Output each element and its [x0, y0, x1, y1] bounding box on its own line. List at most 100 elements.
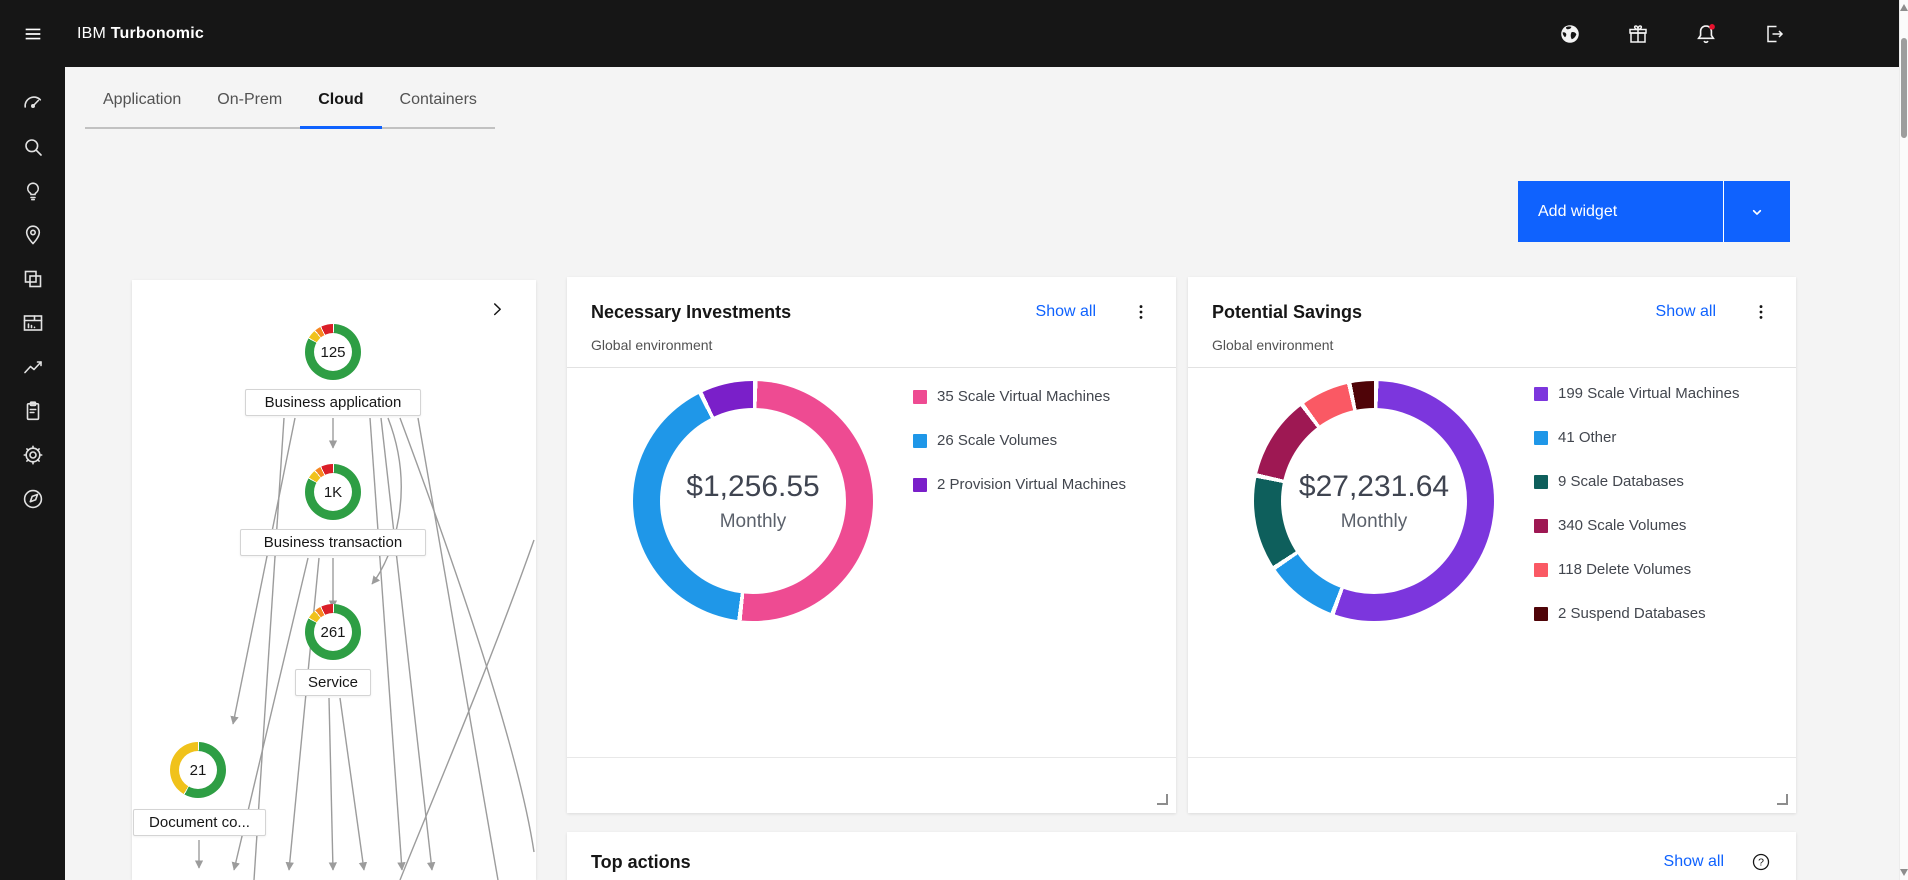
- legend-swatch: [913, 433, 927, 448]
- card-title: Potential Savings: [1212, 301, 1363, 322]
- node-label-document-collection[interactable]: Document co...: [133, 809, 266, 836]
- help-icon[interactable]: ?: [1750, 851, 1772, 873]
- dashboard-tabs: Application On-Prem Cloud Containers: [85, 73, 495, 129]
- menu-icon[interactable]: [0, 0, 65, 67]
- legend-item: 340 Scale Volumes: [1534, 517, 1740, 534]
- legend-item: 199 Scale Virtual Machines: [1534, 385, 1740, 402]
- card-subtitle: Global environment: [591, 337, 713, 353]
- legend-item: 41 Other: [1534, 429, 1740, 446]
- supply-chain-links: [194, 417, 535, 880]
- potential-savings-card: Potential Savings Show all Global enviro…: [1188, 277, 1796, 813]
- clipboard-icon[interactable]: [18, 399, 48, 423]
- node-ring-business-transaction[interactable]: 1K: [305, 464, 361, 520]
- show-all-link[interactable]: Show all: [1035, 303, 1096, 320]
- legend-swatch: [913, 389, 927, 404]
- notification-dot: [1709, 23, 1715, 30]
- divider: [1188, 367, 1796, 368]
- brand-prefix: IBM: [77, 24, 107, 42]
- legend-swatch: [913, 477, 927, 492]
- node-count: 21: [189, 761, 207, 779]
- resize-handle[interactable]: [1157, 794, 1168, 805]
- donut-period: Monthly: [1340, 510, 1408, 532]
- card-header: Necessary Investments Show all Global en…: [567, 277, 1176, 353]
- donut-amount: $27,231.64: [1298, 469, 1450, 503]
- svg-text:?: ?: [1758, 857, 1764, 869]
- donut-amount: $1,256.55: [686, 469, 820, 503]
- top-actions-card: Top actions Show all ?: [567, 832, 1796, 880]
- resize-handle[interactable]: [1777, 794, 1788, 805]
- scrollbar-thumb[interactable]: [1901, 38, 1907, 138]
- legend-swatch: [1534, 386, 1548, 401]
- scroll-up-arrow-icon[interactable]: [1900, 4, 1908, 11]
- legend-swatch: [1534, 430, 1548, 445]
- card-title: Top actions: [591, 851, 691, 872]
- add-widget-chevron-down-icon[interactable]: [1724, 181, 1790, 242]
- compass-icon[interactable]: [18, 487, 48, 511]
- legend-swatch: [1534, 518, 1548, 533]
- legend-item: 2 Provision Virtual Machines: [913, 476, 1126, 493]
- kebab-menu-icon[interactable]: [1130, 299, 1152, 325]
- notifications-icon[interactable]: [1690, 18, 1722, 50]
- node-count: 1K: [323, 483, 343, 501]
- node-ring-business-application[interactable]: 125: [305, 324, 361, 380]
- legend-swatch: [1534, 562, 1548, 577]
- node-ring-document-collection[interactable]: 21: [170, 742, 226, 798]
- legend-item: 9 Scale Databases: [1534, 473, 1740, 490]
- savings-donut-chart: $27,231.64 Monthly: [1254, 381, 1494, 621]
- necessary-investments-card: Necessary Investments Show all Global en…: [567, 277, 1176, 813]
- node-label-service[interactable]: Service: [295, 669, 371, 696]
- location-icon[interactable]: [18, 223, 48, 247]
- settings-icon[interactable]: [18, 443, 48, 467]
- legend-item: 2 Suspend Databases: [1534, 605, 1740, 622]
- tab-application[interactable]: Application: [85, 73, 200, 129]
- tab-on-prem[interactable]: On-Prem: [199, 73, 301, 129]
- card-subtitle: Global environment: [1212, 337, 1334, 353]
- logout-icon[interactable]: [1758, 18, 1790, 50]
- add-widget-split-button: Add widget: [1518, 181, 1790, 242]
- card-footer: [567, 757, 1176, 813]
- legend-item: 118 Delete Volumes: [1534, 561, 1740, 578]
- kebab-menu-icon[interactable]: [1750, 299, 1772, 325]
- savings-legend: 199 Scale Virtual Machines 41 Other 9 Sc…: [1534, 385, 1740, 649]
- panel-chevron-right-icon[interactable]: [484, 296, 510, 322]
- top-header: IBM Turbonomic: [0, 0, 1908, 67]
- chart-icon[interactable]: [18, 355, 48, 379]
- left-sidebar: [0, 67, 65, 880]
- card-footer: [1188, 757, 1796, 813]
- card-header: Potential Savings Show all Global enviro…: [1188, 277, 1796, 353]
- lightbulb-icon[interactable]: [18, 179, 48, 203]
- page-scrollbar: [1899, 0, 1908, 880]
- header-actions: [1554, 18, 1790, 50]
- globe-icon[interactable]: [1554, 18, 1586, 50]
- node-ring-service[interactable]: 261: [305, 604, 361, 660]
- supply-chain-panel: 125 Business application 1K Business tra…: [132, 280, 536, 880]
- add-widget-button[interactable]: Add widget: [1518, 181, 1723, 242]
- gift-icon[interactable]: [1622, 18, 1654, 50]
- investments-donut-chart: $1,256.55 Monthly: [633, 381, 873, 621]
- brand-logo: IBM Turbonomic: [77, 25, 204, 43]
- search-icon[interactable]: [18, 135, 48, 159]
- show-all-link[interactable]: Show all: [1655, 303, 1716, 320]
- legend-item: 35 Scale Virtual Machines: [913, 388, 1126, 405]
- button-divider: [1723, 181, 1724, 242]
- divider: [567, 367, 1176, 368]
- brand-name: Turbonomic: [110, 24, 204, 42]
- show-all-link[interactable]: Show all: [1663, 853, 1724, 870]
- scroll-down-arrow-icon[interactable]: [1900, 869, 1908, 876]
- donut-period: Monthly: [719, 510, 787, 532]
- gauge-icon[interactable]: [18, 91, 48, 115]
- dashboard-icon[interactable]: [18, 311, 48, 335]
- node-label-business-transaction[interactable]: Business transaction: [240, 529, 426, 556]
- tab-containers[interactable]: Containers: [381, 73, 495, 129]
- node-count: 125: [320, 343, 346, 361]
- legend-swatch: [1534, 474, 1548, 489]
- legend-item: 26 Scale Volumes: [913, 432, 1126, 449]
- node-count: 261: [320, 623, 346, 641]
- card-title: Necessary Investments: [591, 301, 792, 322]
- tab-cloud[interactable]: Cloud: [300, 73, 382, 129]
- investments-legend: 35 Scale Virtual Machines 26 Scale Volum…: [913, 388, 1126, 520]
- node-label-business-application[interactable]: Business application: [245, 389, 421, 416]
- layers-icon[interactable]: [18, 267, 48, 291]
- legend-swatch: [1534, 606, 1548, 621]
